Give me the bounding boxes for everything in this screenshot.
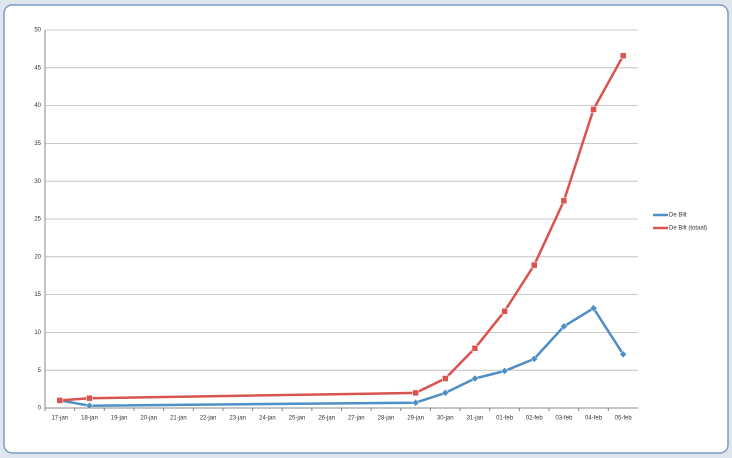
x-tick-label: 25-jan <box>289 416 306 422</box>
x-tick-label: 01-feb <box>496 416 514 422</box>
x-tick-label: 21-jan <box>170 416 187 422</box>
point <box>501 307 508 315</box>
point <box>589 304 598 313</box>
y-tick-label: 35 <box>34 141 41 147</box>
chart-frame <box>3 4 729 454</box>
point <box>619 350 628 359</box>
x-tick-label: 19-jan <box>111 416 128 422</box>
y-tick-label: 10 <box>34 330 41 336</box>
x-tick-label: 24-jan <box>259 416 276 422</box>
point <box>56 397 64 404</box>
point <box>530 261 538 269</box>
x-tick-label: 22-jan <box>200 416 217 422</box>
series-line <box>59 306 625 407</box>
point <box>471 374 479 383</box>
point <box>85 401 94 410</box>
point <box>441 389 450 397</box>
legend-label: De Bilt (totaal) <box>669 226 707 232</box>
y-tick-label: 0 <box>38 406 42 412</box>
x-tick-label: 23-jan <box>229 416 246 422</box>
point <box>560 322 568 331</box>
point <box>560 197 568 205</box>
x-tick-label: 18-jan <box>81 416 98 422</box>
x-tick-label: 17-jan <box>51 416 68 422</box>
x-tick-label: 02-feb <box>526 416 544 422</box>
point <box>471 345 479 352</box>
x-tick-label: 20-jan <box>140 416 157 422</box>
series-line <box>59 55 625 402</box>
y-tick-label: 30 <box>34 179 41 185</box>
y-tick-label: 15 <box>34 292 41 298</box>
x-tick-label: 31-jan <box>467 416 484 422</box>
point <box>590 106 597 113</box>
y-tick-label: 20 <box>34 254 41 260</box>
x-tick-label: 29-jan <box>407 416 424 422</box>
x-tick-label: 05-feb <box>615 416 633 422</box>
point <box>86 394 93 402</box>
y-tick-label: 5 <box>38 368 42 374</box>
x-tick-label: 27-jan <box>348 416 365 422</box>
point <box>530 355 539 363</box>
point <box>500 367 509 375</box>
point <box>442 375 449 382</box>
point <box>411 398 420 407</box>
x-tick-label: 26-jan <box>318 416 335 422</box>
x-tick-label: 30-jan <box>437 416 454 422</box>
y-tick-label: 25 <box>34 217 41 223</box>
y-tick-label: 40 <box>34 103 41 109</box>
legend-label: De Bilt <box>669 213 687 219</box>
point <box>619 52 627 59</box>
x-tick-label: 28-jan <box>378 416 395 422</box>
x-tick-label: 04-feb <box>585 416 603 422</box>
point <box>412 389 419 397</box>
x-tick-label: 03-feb <box>555 416 573 422</box>
y-tick-label: 50 <box>34 28 41 34</box>
y-tick-label: 45 <box>34 65 41 71</box>
